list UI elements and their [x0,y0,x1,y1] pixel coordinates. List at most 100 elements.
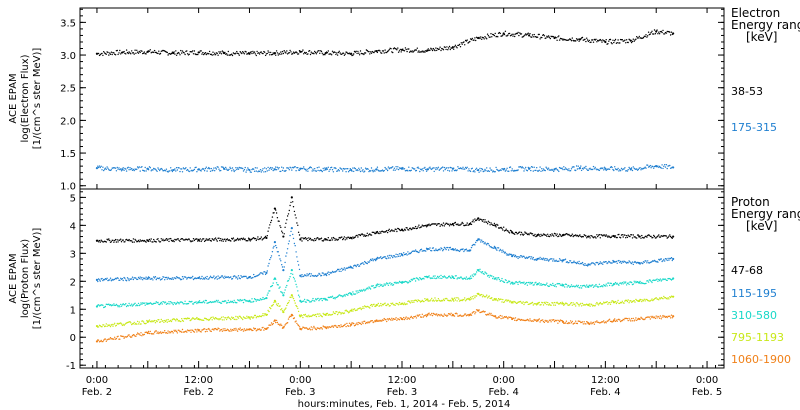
data-point [273,212,275,214]
data-point [487,274,490,277]
data-point [241,52,243,55]
data-point [582,263,584,266]
data-point [626,170,629,172]
data-point [292,233,294,236]
data-point [368,261,370,264]
legend-title-line: [keV] [746,219,777,233]
data-point [109,279,111,281]
data-point [236,50,238,53]
data-point [410,315,412,318]
data-point [323,239,325,241]
data-point [371,258,373,260]
data-point [485,170,487,172]
data-point [327,166,329,168]
data-point [444,276,446,278]
data-point [519,166,522,168]
data-point [651,30,653,32]
data-point [584,263,586,265]
data-point [253,273,255,276]
data-point [425,247,428,249]
data-point [529,33,531,35]
data-point [396,256,398,258]
data-point [437,298,440,300]
data-point [227,50,229,53]
data-point [646,236,648,238]
data-point [275,212,278,214]
data-point [267,292,269,294]
data-point [291,169,293,171]
data-point [98,165,101,167]
data-point [171,302,174,304]
data-point [661,31,663,34]
data-point [582,168,584,170]
data-point [232,237,235,239]
data-point [532,36,534,38]
data-point [566,233,568,235]
data-point [481,293,483,296]
data-point [236,238,238,241]
data-point [238,238,240,240]
data-point [403,303,405,306]
data-point [214,277,217,279]
data-point [408,300,410,302]
data-point [175,277,177,280]
data-point [536,235,538,237]
data-point [575,305,577,307]
data-point [427,48,429,50]
data-point [552,302,554,304]
data-point [539,166,541,168]
data-point [295,170,297,172]
data-point [122,167,124,169]
data-point [493,298,496,300]
data-point [425,314,427,316]
data-point [545,259,547,262]
data-point [498,31,501,34]
data-point [135,239,137,242]
data-point [532,170,534,172]
data-point [270,255,273,257]
data-point [342,170,344,172]
data-point [455,275,457,277]
data-point [504,30,507,32]
data-point [661,279,663,281]
data-point [133,334,135,336]
data-point [276,217,279,219]
data-point [487,243,490,245]
data-point [347,168,349,170]
data-point [181,171,184,173]
data-point [519,256,521,259]
data-point [543,321,546,324]
data-point [403,302,406,304]
data-point [339,52,341,54]
data-point [653,316,656,318]
data-point [451,275,453,277]
data-point [440,274,442,277]
data-point [569,260,572,262]
data-point [109,239,111,242]
data-point [254,327,257,330]
data-point [296,52,298,54]
data-point [410,300,412,302]
data-point [618,233,620,236]
data-point [472,298,474,300]
legend-item: 38-53 [731,85,763,98]
data-point [317,237,319,239]
data-point [263,315,265,317]
data-point [192,50,194,52]
data-point [120,52,123,54]
data-point [614,283,616,285]
data-point [236,167,239,169]
data-point [650,167,652,169]
data-point [303,298,306,301]
data-point [271,251,274,253]
data-point [261,298,263,301]
y-tick-label: -1 [66,361,76,372]
data-point [238,300,240,302]
data-point [243,169,246,171]
data-point [331,313,334,316]
data-point [441,248,443,250]
data-point [129,321,131,323]
data-point [185,330,187,332]
data-point [465,299,468,301]
data-point [476,240,479,242]
